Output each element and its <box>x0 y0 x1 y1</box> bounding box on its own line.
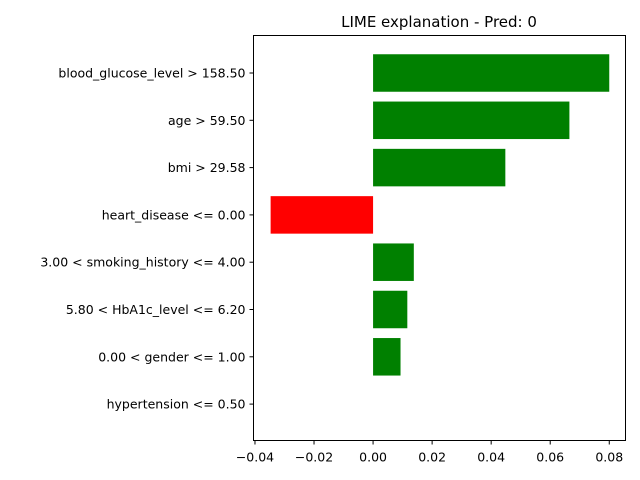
x-tick-label: 0.06 <box>536 450 564 465</box>
y-tick-label: hypertension <= 0.50 <box>107 397 246 412</box>
bar-2 <box>373 148 506 187</box>
x-tick-label: 0.00 <box>359 450 387 465</box>
x-axis-ticks: −0.04 −0.02 0.00 0.02 0.04 0.06 0.08 <box>236 440 623 465</box>
plot-frame <box>253 35 626 441</box>
y-tick-label: heart_disease <= 0.00 <box>102 207 246 222</box>
x-tick-label: −0.04 <box>236 450 274 465</box>
bar-3 <box>270 196 374 234</box>
y-axis-ticks: blood_glucose_level > 158.50 age > 59.50 b… <box>40 66 254 412</box>
bar-4 <box>373 243 414 281</box>
y-tick-label: 3.00 < smoking_history <= 4.00 <box>40 255 245 270</box>
chart-title: LIME explanation - Pred: 0 <box>341 13 537 31</box>
x-tick-label: 0.02 <box>418 450 446 465</box>
x-tick-label: 0.04 <box>477 450 505 465</box>
x-tick-label: −0.02 <box>295 450 333 465</box>
bars-group <box>270 54 610 376</box>
y-tick-label: 5.80 < HbA1c_level <= 6.20 <box>66 302 246 317</box>
y-tick-label: age > 59.50 <box>168 113 246 128</box>
x-tick-label: 0.08 <box>595 450 623 465</box>
y-tick-label: bmi > 29.58 <box>168 160 246 175</box>
y-tick-label: blood_glucose_level > 158.50 <box>58 66 245 81</box>
y-tick-label: 0.00 < gender <= 1.00 <box>98 349 245 364</box>
bar-1 <box>373 101 570 140</box>
bar-0 <box>373 54 610 92</box>
bar-5 <box>373 290 408 329</box>
bar-6 <box>373 338 401 376</box>
